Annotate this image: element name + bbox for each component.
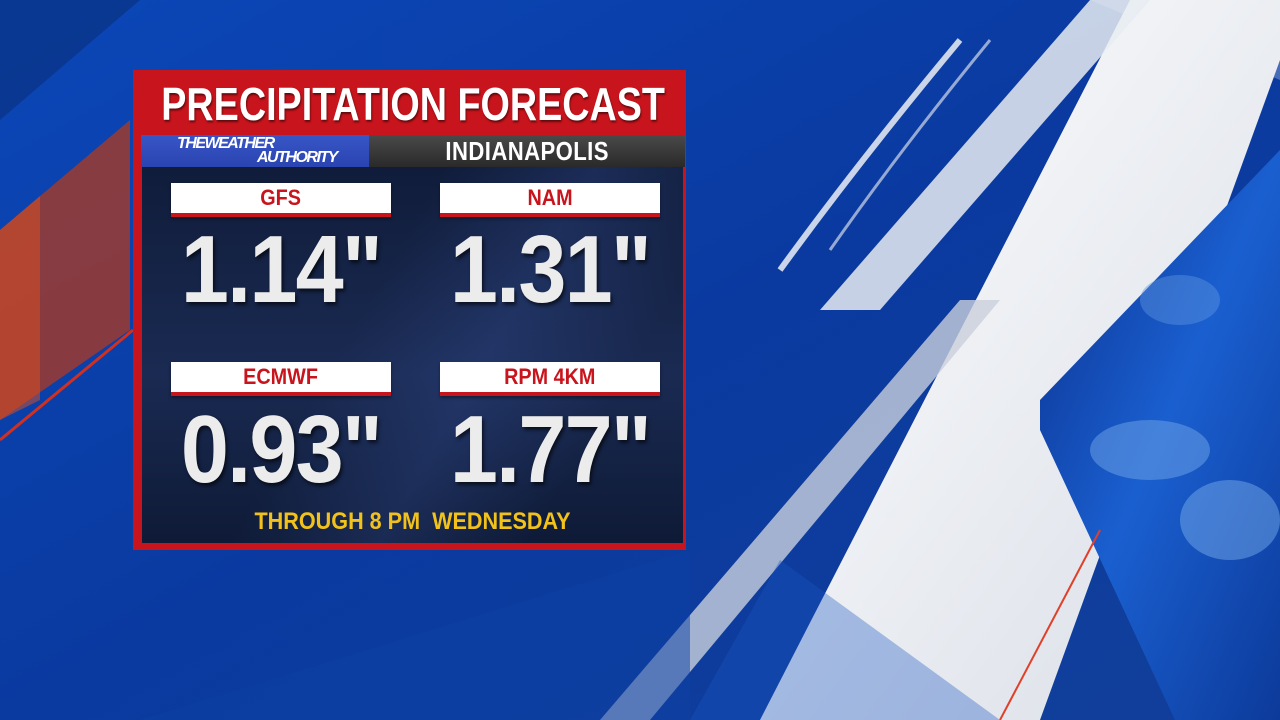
model-label-nam: NAM — [440, 183, 660, 217]
model-value-nam: 1.31" — [449, 216, 652, 323]
city-name: INDIANAPOLIS — [445, 135, 609, 166]
model-label-text: ECMWF — [243, 364, 319, 389]
model-label-text: RPM 4KM — [504, 364, 596, 389]
model-label-ecmwf: ECMWF — [171, 362, 391, 396]
brand-logo: THEWEATHER AUTHORITY — [141, 135, 369, 167]
panel-body — [142, 166, 683, 543]
model-label-gfs: GFS — [171, 183, 391, 217]
brand-line2: AUTHORITY — [257, 149, 338, 166]
model-label-rpm: RPM 4KM — [440, 362, 660, 396]
city-bar: INDIANAPOLIS — [369, 135, 685, 167]
model-value-gfs: 1.14" — [180, 216, 383, 323]
title-bar: PRECIPITATION FORECAST — [141, 74, 685, 134]
model-label-text: NAM — [527, 185, 573, 210]
model-value-rpm: 1.77" — [449, 396, 652, 503]
model-value-ecmwf: 0.93" — [180, 396, 383, 503]
model-label-text: GFS — [260, 185, 302, 210]
brand-line1: THEWEATHER — [177, 135, 275, 152]
page-title: PRECIPITATION FORECAST — [161, 78, 665, 130]
valid-through-text: THROUGH 8 PM WEDNESDAY — [254, 508, 571, 535]
